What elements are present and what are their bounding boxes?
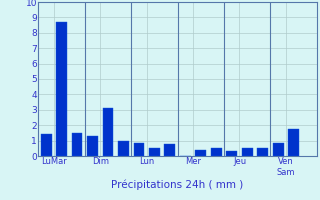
Bar — [226, 151, 237, 156]
Bar — [118, 141, 129, 156]
Bar — [103, 108, 113, 156]
Bar — [41, 134, 52, 156]
Bar — [149, 148, 160, 156]
Bar — [87, 136, 98, 156]
Bar — [164, 144, 175, 156]
Bar — [257, 148, 268, 156]
Bar — [196, 150, 206, 156]
Bar — [273, 143, 284, 156]
X-axis label: Précipitations 24h ( mm ): Précipitations 24h ( mm ) — [111, 180, 244, 190]
Bar — [72, 133, 83, 156]
Bar — [133, 143, 144, 156]
Bar — [211, 148, 222, 156]
Bar — [56, 22, 67, 156]
Bar — [242, 148, 252, 156]
Bar — [288, 129, 299, 156]
